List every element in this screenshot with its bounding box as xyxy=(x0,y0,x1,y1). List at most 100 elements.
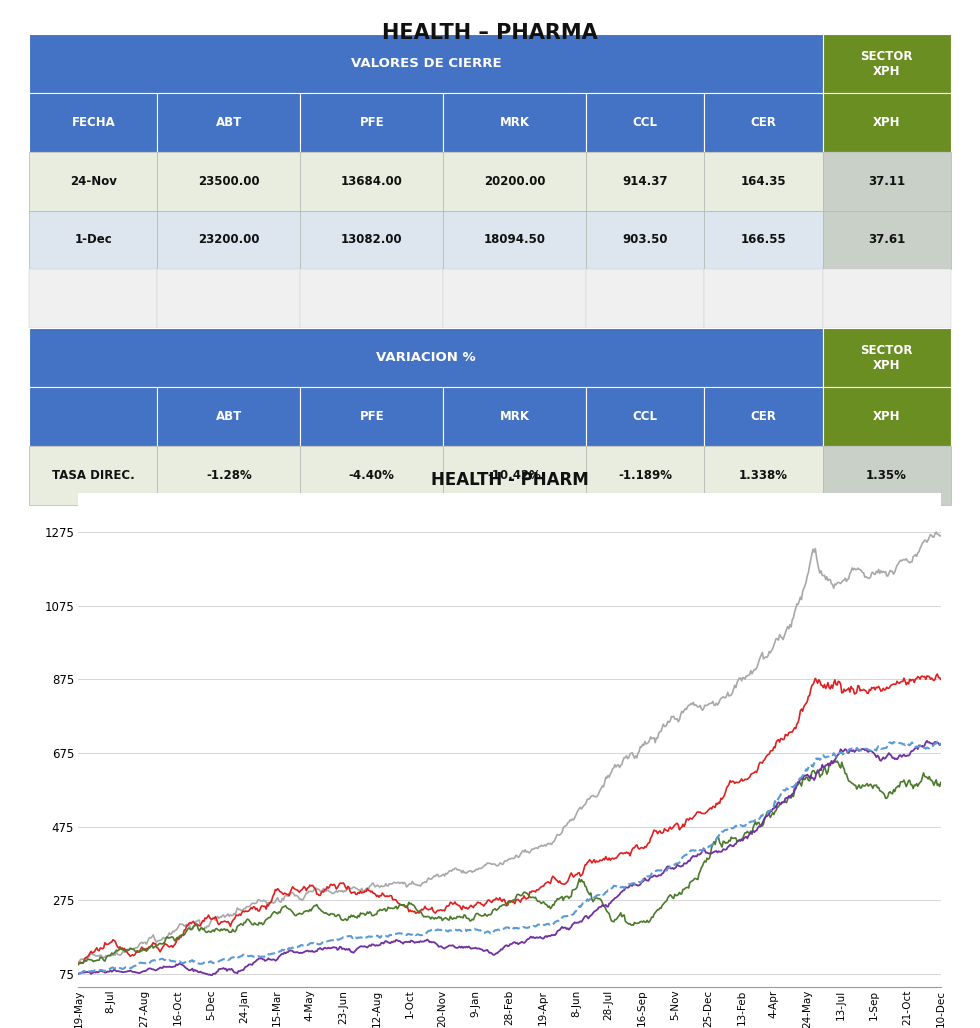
CCL xyxy=(360,941,371,953)
Bar xyxy=(158,211,300,269)
Bar xyxy=(300,211,443,269)
ABT xyxy=(460,903,471,915)
Text: CER: CER xyxy=(751,116,776,128)
Bar xyxy=(822,211,951,269)
Bar xyxy=(822,93,951,152)
Bar xyxy=(705,152,822,211)
Text: -4.40%: -4.40% xyxy=(349,469,395,482)
Bar xyxy=(158,152,300,211)
Text: FECHA: FECHA xyxy=(72,116,116,128)
MRK xyxy=(73,956,84,968)
ABT xyxy=(935,673,947,686)
Text: 20200.00: 20200.00 xyxy=(484,175,546,188)
MRK xyxy=(930,526,942,539)
CER xyxy=(358,931,369,944)
Text: CCL: CCL xyxy=(633,410,658,423)
Text: MRK: MRK xyxy=(500,410,529,423)
Text: 18094.50: 18094.50 xyxy=(484,233,546,247)
Bar xyxy=(443,269,586,328)
Text: CCL: CCL xyxy=(633,116,658,128)
Bar xyxy=(586,269,705,328)
Text: 166.55: 166.55 xyxy=(741,233,786,247)
MRK xyxy=(756,649,767,661)
Bar xyxy=(300,152,443,211)
CCL xyxy=(73,967,84,980)
Text: ABT: ABT xyxy=(216,116,242,128)
Bar xyxy=(29,211,158,269)
PFE xyxy=(935,776,947,788)
CER xyxy=(935,739,947,751)
CER xyxy=(459,923,470,935)
ABT xyxy=(238,906,250,918)
Text: ABT: ABT xyxy=(216,410,242,423)
CER xyxy=(756,809,767,821)
Text: 37.11: 37.11 xyxy=(868,175,906,188)
Text: XPH: XPH xyxy=(873,410,901,423)
PFE xyxy=(829,755,841,767)
Bar xyxy=(822,34,951,93)
PFE xyxy=(73,958,84,970)
CER xyxy=(73,967,84,980)
Text: 24-Nov: 24-Nov xyxy=(70,175,117,188)
Line: CER: CER xyxy=(78,741,941,974)
CCL xyxy=(935,738,947,750)
CER xyxy=(237,949,249,961)
Line: ABT: ABT xyxy=(78,674,941,963)
Bar xyxy=(158,446,300,505)
Bar xyxy=(300,387,443,446)
Text: 1.35%: 1.35% xyxy=(866,469,907,482)
Bar xyxy=(586,152,705,211)
CCL xyxy=(578,912,590,924)
Bar xyxy=(822,446,951,505)
Text: PFE: PFE xyxy=(360,116,384,128)
PFE xyxy=(358,908,369,920)
MRK xyxy=(621,752,633,765)
Bar xyxy=(29,34,822,93)
Text: -1.189%: -1.189% xyxy=(618,469,672,482)
Title: HEALTH - PHARM: HEALTH - PHARM xyxy=(431,471,588,489)
CCL xyxy=(921,735,933,747)
Bar xyxy=(822,328,951,387)
ABT xyxy=(623,847,635,859)
Text: SECTOR
XPH: SECTOR XPH xyxy=(860,343,912,371)
ABT xyxy=(73,957,84,969)
Bar xyxy=(822,269,951,328)
Bar xyxy=(300,446,443,505)
Text: CER: CER xyxy=(751,410,776,423)
PFE xyxy=(577,876,589,888)
Text: TASA DIREC.: TASA DIREC. xyxy=(52,469,135,482)
Bar xyxy=(443,152,586,211)
MRK xyxy=(237,904,249,916)
ABT xyxy=(757,757,768,769)
Bar xyxy=(586,211,705,269)
Line: PFE: PFE xyxy=(78,761,941,964)
Bar xyxy=(822,152,951,211)
ABT xyxy=(74,957,85,969)
Text: MRK: MRK xyxy=(500,116,529,128)
MRK xyxy=(935,529,947,542)
Bar xyxy=(443,387,586,446)
Bar xyxy=(29,152,158,211)
MRK xyxy=(577,801,589,813)
CER xyxy=(931,735,943,747)
Text: SECTOR
XPH: SECTOR XPH xyxy=(860,49,912,77)
Bar xyxy=(158,93,300,152)
CCL xyxy=(757,817,768,830)
Bar xyxy=(443,446,586,505)
Text: VARIACION %: VARIACION % xyxy=(376,351,475,364)
CCL xyxy=(460,942,471,954)
Line: CCL: CCL xyxy=(78,741,941,976)
Bar xyxy=(705,93,822,152)
Bar xyxy=(158,269,300,328)
Bar xyxy=(443,211,586,269)
Text: PFE: PFE xyxy=(360,410,384,423)
Bar xyxy=(29,328,822,387)
Text: VALORES DE CIERRE: VALORES DE CIERRE xyxy=(351,57,502,70)
Bar xyxy=(29,93,158,152)
Bar xyxy=(822,387,951,446)
ABT xyxy=(360,885,371,897)
Text: 37.61: 37.61 xyxy=(868,233,906,247)
MRK xyxy=(459,867,470,879)
CCL xyxy=(238,962,250,975)
Text: 1.338%: 1.338% xyxy=(739,469,788,482)
